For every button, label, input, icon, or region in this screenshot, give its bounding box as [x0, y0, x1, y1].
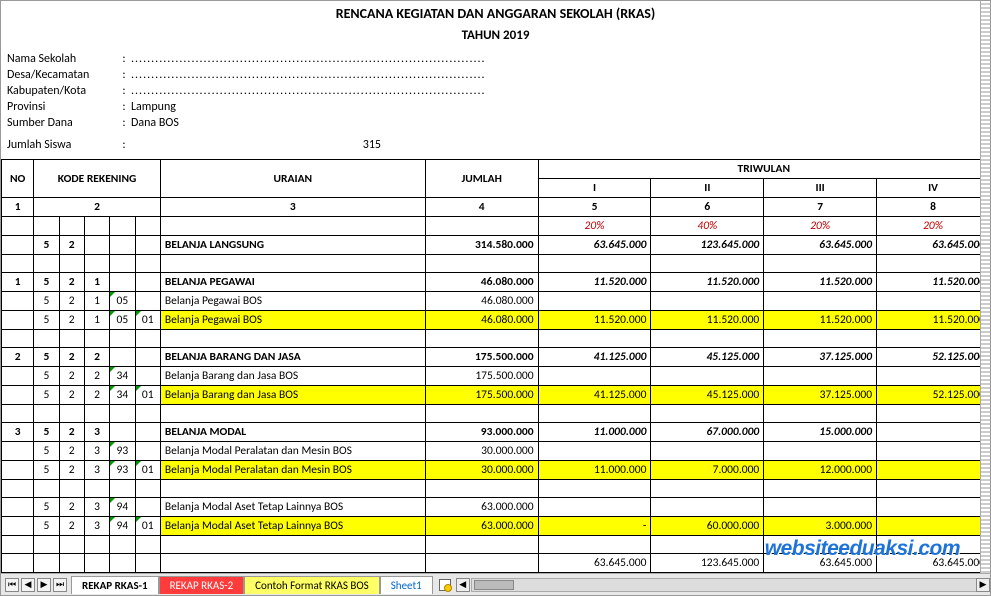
row-modal-h: 3 5 2 3 BELANJA MODAL 93.000.000 11.000.…: [2, 423, 990, 442]
row-pegawai-h: 1 5 2 1 BELANJA PEGAWAI 46.080.000 11.52…: [2, 273, 990, 292]
scroll-left-icon[interactable]: ◀: [456, 578, 470, 592]
row-barang-1: 5 2 2 34 Belanja Barang dan Jasa BOS 175…: [2, 367, 990, 386]
row-footer: 63.645.000 123.645.000 63.645.000 63.645…: [2, 554, 990, 573]
val-desa: ........................................…: [131, 67, 486, 83]
tab-sheet1[interactable]: Sheet1: [380, 576, 433, 594]
pct-2: 40%: [651, 217, 764, 236]
tab-contoh[interactable]: Contoh Format RKAS BOS: [244, 576, 380, 594]
tab-nav-first-icon[interactable]: ⏮: [5, 578, 19, 592]
tab-nav-last-icon[interactable]: ⏭: [53, 578, 67, 592]
label-kab: Kabupaten/Kota: [7, 83, 117, 99]
row-pegawai-2: 5 2 1 05 01 Belanja Pegawai BOS 46.080.0…: [2, 311, 990, 330]
doc-title: RENCANA KEGIATAN DAN ANGGARAN SEKOLAH (R…: [1, 1, 990, 26]
label-nama: Nama Sekolah: [7, 51, 117, 67]
row-modal-1: 5 2 3 93 Belanja Modal Peralatan dan Mes…: [2, 442, 990, 461]
val-kab: ........................................…: [131, 83, 486, 99]
row-langsung: 5 2 BELANJA LANGSUNG 314.580.000 63.645.…: [2, 236, 990, 255]
spreadsheet-view: RENCANA KEGIATAN DAN ANGGARAN SEKOLAH (R…: [0, 0, 991, 596]
row-barang-2: 5 2 2 34 01 Belanja Barang dan Jasa BOS …: [2, 386, 990, 405]
scrollbar-thumb[interactable]: [474, 580, 514, 590]
val-nama: ........................................…: [131, 51, 486, 67]
sheet-tab-strip: ⏮ ◀ ▶ ⏭ REKAP RKAS-1 REKAP RKAS-2 Contoh…: [1, 573, 990, 595]
val-siswa: 315: [131, 137, 381, 153]
info-block: Nama Sekolah:...........................…: [1, 51, 990, 153]
pct-4: 20%: [877, 217, 990, 236]
row-modal-3: 5 2 3 94 Belanja Modal Aset Tetap Lainny…: [2, 498, 990, 517]
label-dana: Sumber Dana: [7, 115, 117, 131]
pct-1: 20%: [538, 217, 651, 236]
tab-rekap-2[interactable]: REKAP RKAS-2: [159, 576, 245, 594]
horizontal-scrollbar[interactable]: ◀ ▶: [471, 578, 990, 592]
val-prov: Lampung: [131, 99, 176, 115]
tab-rekap-1[interactable]: REKAP RKAS-1: [71, 576, 159, 594]
th-t1: I: [538, 179, 651, 198]
new-sheet-icon[interactable]: [439, 579, 451, 591]
th-triwulan: TRIWULAN: [538, 160, 989, 179]
label-prov: Provinsi: [7, 99, 117, 115]
th-t3: III: [764, 179, 877, 198]
row-modal-2: 5 2 3 93 01 Belanja Modal Peralatan dan …: [2, 461, 990, 480]
th-jumlah: JUMLAH: [425, 160, 538, 198]
val-dana: Dana BOS: [131, 115, 179, 131]
vertical-split-handle[interactable]: [980, 1, 990, 573]
th-t4: IV: [877, 179, 990, 198]
tab-nav-prev-icon[interactable]: ◀: [21, 578, 35, 592]
row-modal-4: 5 2 3 94 01 Belanja Modal Aset Tetap Lai…: [2, 517, 990, 536]
th-no: NO: [2, 160, 34, 198]
th-t2: II: [651, 179, 764, 198]
pct-3: 20%: [764, 217, 877, 236]
tab-nav: ⏮ ◀ ▶ ⏭: [1, 578, 71, 592]
tab-nav-next-icon[interactable]: ▶: [37, 578, 51, 592]
row-pegawai-1: 5 2 1 05 Belanja Pegawai BOS 46.080.000: [2, 292, 990, 311]
doc-subtitle: TAHUN 2019: [1, 26, 990, 51]
label-siswa: Jumlah Siswa: [7, 137, 117, 153]
th-kode: KODE REKENING: [34, 160, 161, 198]
row-barang-h: 2 5 2 2 BELANJA BARANG DAN JASA 175.500.…: [2, 348, 990, 367]
scroll-right-icon[interactable]: ▶: [976, 578, 990, 592]
budget-table[interactable]: NO KODE REKENING URAIAN JUMLAH TRIWULAN …: [1, 159, 990, 573]
th-uraian: URAIAN: [160, 160, 425, 198]
label-desa: Desa/Kecamatan: [7, 67, 117, 83]
